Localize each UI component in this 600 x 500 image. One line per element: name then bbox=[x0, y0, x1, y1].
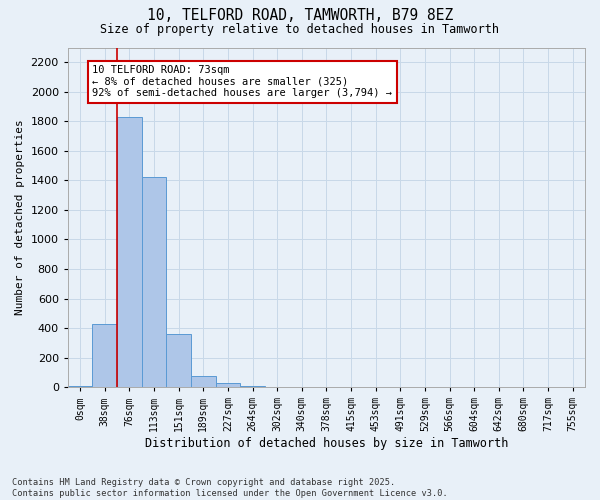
X-axis label: Distribution of detached houses by size in Tamworth: Distribution of detached houses by size … bbox=[145, 437, 508, 450]
Bar bbox=[117, 117, 142, 387]
Bar bbox=[142, 178, 166, 387]
Bar bbox=[191, 376, 215, 387]
Bar bbox=[166, 334, 191, 387]
Bar bbox=[68, 386, 92, 387]
Text: Contains HM Land Registry data © Crown copyright and database right 2025.
Contai: Contains HM Land Registry data © Crown c… bbox=[12, 478, 448, 498]
Bar bbox=[215, 384, 240, 387]
Bar bbox=[240, 386, 265, 387]
Text: Size of property relative to detached houses in Tamworth: Size of property relative to detached ho… bbox=[101, 22, 499, 36]
Y-axis label: Number of detached properties: Number of detached properties bbox=[15, 120, 25, 315]
Text: 10 TELFORD ROAD: 73sqm
← 8% of detached houses are smaller (325)
92% of semi-det: 10 TELFORD ROAD: 73sqm ← 8% of detached … bbox=[92, 65, 392, 98]
Text: 10, TELFORD ROAD, TAMWORTH, B79 8EZ: 10, TELFORD ROAD, TAMWORTH, B79 8EZ bbox=[147, 8, 453, 22]
Bar bbox=[92, 324, 117, 387]
